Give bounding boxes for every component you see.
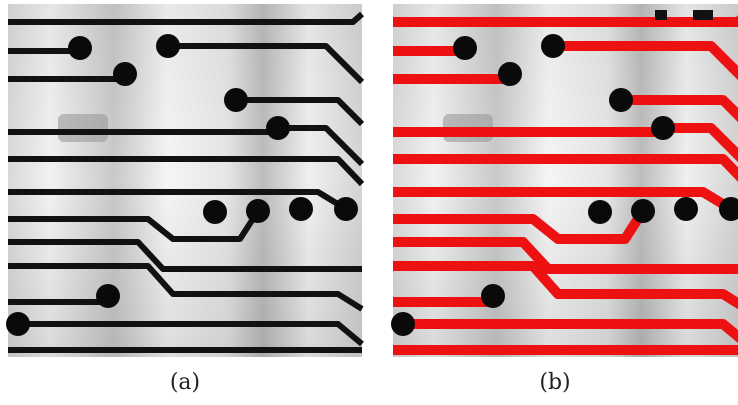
image-b bbox=[391, 4, 738, 357]
image-a bbox=[6, 4, 362, 357]
page: (a) (b) (() => { const data = JSON.parse… bbox=[0, 0, 738, 405]
panel-label: (b) bbox=[539, 370, 570, 395]
figure: (a) (b) bbox=[0, 0, 738, 405]
panel-label: (a) bbox=[170, 370, 200, 395]
